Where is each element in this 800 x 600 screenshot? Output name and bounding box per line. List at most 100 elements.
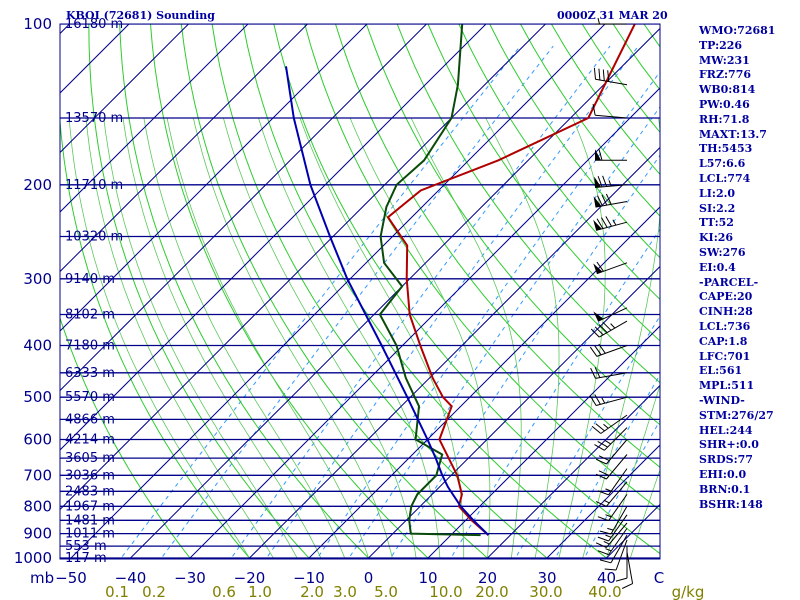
wind-barb — [590, 367, 628, 379]
height-label: 4866 m — [65, 412, 115, 427]
isotherm-line — [60, 24, 308, 273]
wind-barb — [597, 494, 628, 522]
isotherm-line — [60, 24, 249, 213]
mixing-ratio-tick-label: 0.1 — [105, 583, 129, 600]
height-label: 3605 m — [65, 451, 115, 466]
moist-adiabats — [68, 117, 660, 559]
station-title: KBOI (72681) Sounding — [66, 9, 215, 22]
isotherm-line — [60, 24, 487, 451]
height-label: 4214 m — [65, 433, 115, 448]
wind-barb — [595, 522, 628, 548]
pressure-tick-label: 600 — [23, 431, 52, 449]
index-line: CINH:28 — [699, 305, 753, 319]
index-line: HEL:244 — [699, 423, 753, 437]
pressure-tick-label: 1000 — [14, 549, 52, 567]
mixing-ratio-line — [583, 419, 660, 559]
moist-adiabat-line — [410, 117, 522, 559]
wind-barb — [595, 454, 628, 480]
index-line: TP:226 — [699, 38, 743, 52]
wind-barb — [599, 534, 628, 564]
index-line: LCL:736 — [699, 319, 751, 333]
isotherm-line — [60, 24, 189, 154]
index-line: BSHR:148 — [699, 497, 763, 511]
index-line: RH:71.8 — [699, 112, 750, 126]
wind-barb — [590, 320, 628, 338]
temperature-tick-label: −50 — [55, 569, 87, 587]
index-line: FRZ:776 — [699, 68, 752, 82]
temperature-tick-label: −30 — [174, 569, 206, 587]
index-line: MW:231 — [699, 53, 750, 67]
wind-barb — [595, 17, 627, 25]
pressure-tick-label: 200 — [23, 176, 52, 194]
mixing-ratio-line — [389, 154, 660, 559]
isotherm-line — [128, 27, 660, 559]
moist-adiabat-line — [582, 117, 660, 559]
index-line: BRN:0.1 — [699, 482, 751, 496]
wind-barb — [593, 216, 628, 231]
pressure-tick-label: 900 — [23, 525, 52, 543]
index-line: STM:276/27 — [699, 408, 774, 422]
wind-barb — [597, 514, 628, 542]
wind-barb — [597, 528, 628, 556]
sounding-profiles — [285, 24, 636, 537]
index-line: -PARCEL- — [699, 275, 759, 289]
stability-indices-panel: WMO:72681 TP:226 MW:231 FRZ:776 WB0:814 PW:0.… — [699, 24, 799, 512]
isotherms — [0, 24, 660, 569]
sounding-time: 0000Z 31 MAR 20 — [557, 9, 668, 22]
mixing-ratio-tick-label: 40.0 — [588, 583, 621, 600]
pressure-tick-label: 800 — [23, 497, 52, 515]
height-label: 553 m — [65, 539, 107, 554]
parcel-profile — [285, 66, 490, 536]
index-line: SHR+:0.0 — [699, 438, 759, 452]
index-line: WMO:72681 — [699, 24, 776, 37]
wind-barb — [604, 539, 628, 571]
height-label: 16180 m — [65, 17, 123, 32]
index-line: EL:561 — [699, 364, 743, 378]
index-line: SW:276 — [699, 245, 746, 259]
isotherm-line — [69, 24, 606, 559]
dry-adiabat-line — [242, 24, 607, 559]
index-line: LCL:774 — [699, 171, 751, 185]
height-label: 6333 m — [65, 366, 115, 381]
temperature-tick-label: 20 — [478, 569, 497, 587]
isotherm-line — [60, 24, 70, 35]
isotherm-line — [545, 444, 660, 559]
isotherm-line — [188, 87, 660, 559]
wind-barb — [595, 149, 627, 161]
height-label: 13570 m — [65, 111, 123, 126]
mixing-ratio-line — [347, 106, 660, 559]
mixing-ratio-line — [316, 71, 660, 559]
mixing-ratio-line — [514, 315, 660, 559]
temperature-tick-label: 30 — [537, 569, 556, 587]
isotherm-line — [0, 24, 10, 569]
moist-adiabat-line — [558, 117, 606, 559]
mixing-ratio-line — [160, 45, 554, 559]
height-label: 10320 m — [65, 229, 123, 244]
wind-barb — [593, 307, 628, 322]
isotherm-line — [247, 146, 660, 559]
index-line: MPL:511 — [699, 379, 755, 393]
pressure-tick-label: 300 — [23, 270, 52, 288]
height-label: 8102 m — [65, 308, 115, 323]
wind-barb — [591, 414, 628, 434]
isotherm-line — [307, 206, 660, 559]
wind-barb — [593, 261, 628, 275]
index-line: EI:0.4 — [699, 260, 736, 274]
moist-adiabat-line — [258, 117, 441, 559]
moist-adiabat-line — [103, 117, 298, 559]
mixing-ratio-line — [119, 45, 521, 559]
height-label: 5570 m — [65, 390, 115, 405]
dry-adiabat-line — [211, 24, 548, 559]
temperature-unit-label: C — [654, 569, 664, 587]
height-label: 7180 m — [65, 339, 115, 354]
index-line: -WIND- — [699, 393, 745, 407]
height-label: 2483 m — [65, 484, 115, 499]
wind-barb — [595, 481, 628, 507]
wind-barb — [594, 427, 628, 451]
pressure-tick-label: 400 — [23, 337, 52, 355]
dry-adiabats — [60, 24, 660, 559]
height-label: 1481 m — [65, 513, 115, 528]
pressure-tick-label: 700 — [23, 466, 52, 484]
wind-barb — [597, 468, 628, 496]
